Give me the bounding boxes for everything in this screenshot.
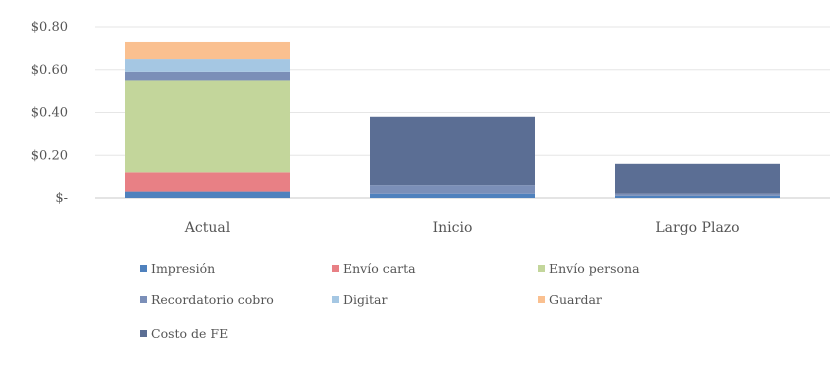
bar-segment [615, 163, 780, 194]
legend-swatch [332, 296, 339, 303]
bar-segment [370, 193, 535, 198]
x-category-label: Largo Plazo [655, 220, 739, 236]
legend-swatch [140, 330, 147, 337]
x-category-label: Actual [184, 220, 231, 236]
legend-label: Guardar [549, 292, 602, 307]
legend-label: Recordatorio cobro [151, 292, 274, 307]
bar-segment [125, 191, 290, 198]
bar-segment [125, 59, 290, 72]
legend-swatch [140, 296, 147, 303]
bar-segment [370, 116, 535, 186]
bar-segment [125, 80, 290, 173]
legend-label: Envío carta [343, 261, 416, 276]
bar-segment [615, 195, 780, 198]
y-tick-label: $- [55, 191, 68, 206]
bar-segment [125, 71, 290, 81]
legend-label: Impresión [151, 261, 215, 276]
y-axis-ticks: $- $0.20 $0.40 $0.60 $0.80 [31, 20, 68, 206]
y-tick-label: $0.80 [31, 20, 68, 35]
legend-label: Digitar [343, 292, 387, 307]
x-category-label: Inicio [433, 220, 473, 236]
y-tick-label: $0.60 [31, 63, 68, 78]
legend-swatch [538, 296, 545, 303]
bar-segment [125, 172, 290, 192]
x-axis-categories: Actual Inicio Largo Plazo [184, 220, 740, 236]
bar-segment [125, 41, 290, 60]
bars [125, 41, 780, 198]
legend-swatch [538, 265, 545, 272]
bar-segment [370, 185, 535, 194]
legend: Impresión Envío carta Envío persona Recorda… [140, 261, 640, 341]
bar-segment [615, 193, 780, 196]
legend-label: Costo de FE [151, 326, 228, 341]
legend-label: Envío persona [549, 261, 640, 276]
y-tick-label: $0.40 [31, 106, 68, 121]
y-tick-label: $0.20 [31, 148, 68, 163]
legend-swatch [140, 265, 147, 272]
legend-swatch [332, 265, 339, 272]
